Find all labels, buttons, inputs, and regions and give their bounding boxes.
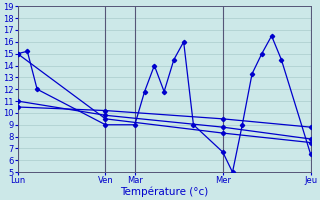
X-axis label: Température (°c): Température (°c) bbox=[120, 187, 208, 197]
